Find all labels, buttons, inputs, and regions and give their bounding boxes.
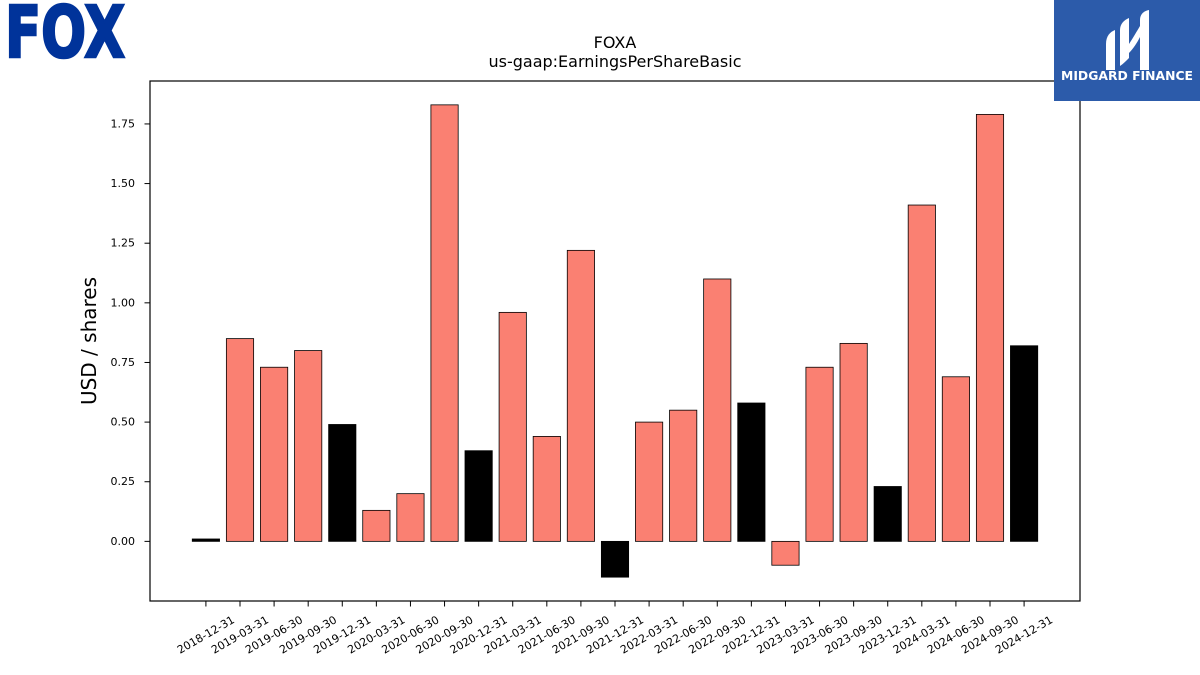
y-tick-label: 1.25 <box>111 237 136 250</box>
bar-2023-09-30 <box>839 342 868 542</box>
plot-frame <box>149 80 1081 602</box>
y-tick-label: 0.75 <box>111 356 136 369</box>
bar-2024-06-30 <box>941 376 970 542</box>
bar-2021-09-30 <box>566 249 595 542</box>
bar-2021-03-31 <box>498 311 527 542</box>
x-axis: 2018-12-312019-03-312019-06-302019-09-30… <box>175 601 1055 657</box>
bar-2020-12-31 <box>464 450 493 542</box>
y-tick-label: 0.50 <box>111 416 136 429</box>
bar-series <box>191 104 1039 578</box>
bar-2023-12-31 <box>873 486 902 542</box>
midgard-finance-logo: MIDGARD FINANCE <box>1054 0 1200 101</box>
bar-2022-06-30 <box>669 409 698 542</box>
chart-title: FOXA <box>594 33 637 52</box>
fox-logo: FOX <box>4 0 127 64</box>
y-tick-label: 0.25 <box>111 475 136 488</box>
y-axis: 0.00 0.25 0.50 0.75 1.00 1.25 1.50 1.75 <box>111 117 150 548</box>
y-tick-label: 1.75 <box>111 117 136 130</box>
chart-subtitle: us-gaap:EarningsPerShareBasic <box>488 52 741 71</box>
y-tick-label: 1.00 <box>111 296 136 309</box>
midgard-m-icon <box>1106 10 1149 70</box>
bar-2024-03-31 <box>907 204 936 542</box>
bar-2020-06-30 <box>396 493 425 542</box>
bar-2022-03-31 <box>635 421 664 542</box>
bar-2022-12-31 <box>737 402 766 542</box>
bar-2020-03-31 <box>362 509 391 542</box>
bar-2018-12-31 <box>191 538 220 542</box>
bar-2021-06-30 <box>532 436 561 542</box>
y-tick-label: 1.50 <box>111 177 136 190</box>
midgard-logo-text: MIDGARD FINANCE <box>1061 69 1193 83</box>
fox-logo-text: FOX <box>5 0 125 64</box>
bar-2023-06-30 <box>805 366 834 542</box>
bar-2019-09-30 <box>294 350 323 542</box>
bar-2019-06-30 <box>260 366 289 542</box>
y-tick-label: 0.00 <box>111 535 136 548</box>
y-axis-label: USD / shares <box>77 277 101 405</box>
bar-2022-09-30 <box>703 278 732 542</box>
bar-2024-12-31 <box>1010 345 1039 542</box>
bar-2019-03-31 <box>225 338 255 542</box>
bar-2020-09-30 <box>430 104 459 542</box>
bar-2023-03-31 <box>771 540 800 566</box>
bar-2021-12-31 <box>600 540 630 578</box>
bar-2019-12-31 <box>328 424 357 542</box>
bar-2024-09-30 <box>975 113 1005 542</box>
